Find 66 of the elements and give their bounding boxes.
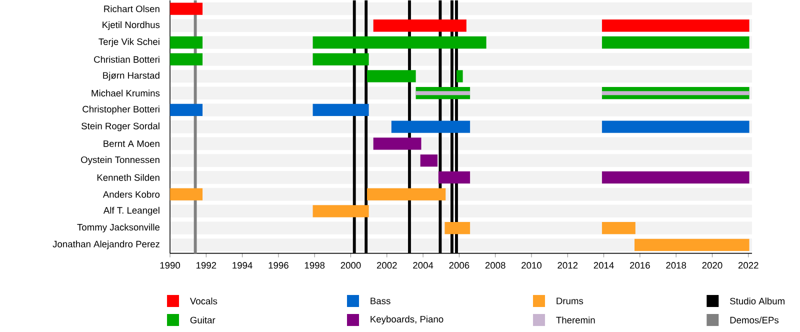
bar	[170, 188, 203, 200]
bar	[602, 36, 750, 49]
bar	[391, 120, 470, 133]
y-tick-label: Christian Botteri	[94, 56, 160, 63]
x-tick-label: 1998	[304, 262, 325, 269]
bar	[367, 188, 446, 200]
x-tick-label: 1994	[232, 262, 252, 269]
y-tick-label: Kenneth Silden	[97, 174, 160, 181]
x-tick-label: 2006	[449, 262, 470, 269]
bar	[312, 53, 369, 66]
y-tick-label: Richart Olsen	[104, 5, 160, 12]
bar	[602, 171, 750, 184]
x-tick-label: 2010	[522, 262, 542, 269]
y-tick-label: Kjetil Nordhus	[102, 21, 160, 30]
bar	[373, 138, 422, 150]
bar	[602, 222, 636, 234]
x-tick-label: 1992	[196, 262, 216, 269]
x-tick-label: 2018	[666, 262, 686, 269]
bar	[444, 222, 470, 234]
x-tick-label: 2000	[340, 262, 361, 269]
y-tick-label: Bjørn Harstad	[103, 72, 160, 81]
x-tick-label: 2016	[630, 262, 650, 269]
x-tick-label: 2002	[376, 262, 397, 269]
bar	[602, 20, 750, 32]
text: Studio Album	[730, 298, 784, 304]
x-tick-label: 2004	[413, 262, 434, 269]
bar	[312, 36, 486, 49]
y-tick-label: Stein Roger Sordal	[82, 122, 160, 132]
bar	[170, 2, 203, 15]
bar	[367, 70, 416, 82]
bar	[634, 238, 750, 251]
legend-label: Theremin	[556, 316, 595, 324]
y-tick-label: Bernt A Moen	[104, 140, 160, 147]
y-tick-label: Michael Krumins	[92, 90, 160, 97]
y-tick-label: Jonathan Alejandro Perez	[52, 240, 160, 250]
y-tick-label: Christopher Botteri	[82, 106, 160, 114]
bar	[312, 104, 369, 116]
y-tick-label: Oystein Tonnessen	[81, 156, 160, 165]
y-tick-label: Terje Vik Schei	[98, 38, 160, 47]
bar	[420, 154, 438, 167]
text: Demos/EPs	[730, 316, 779, 324]
y-tick-label: Tommy Jacksonville	[77, 224, 160, 232]
legend-label: Guitar	[190, 316, 216, 324]
x-tick-label: 2008	[485, 262, 506, 269]
x-tick-label: 1990	[160, 262, 180, 269]
bar	[312, 205, 369, 218]
legend-label: Bass	[370, 298, 390, 304]
legend-label: Keyboards, Piano	[370, 316, 444, 324]
bar	[602, 91, 750, 96]
bar	[373, 20, 466, 32]
x-tick-label: 2020	[702, 262, 722, 269]
bar	[170, 36, 203, 49]
bar	[456, 70, 463, 82]
legend-label: Drums	[556, 298, 584, 304]
x-tick-label: 1996	[268, 262, 288, 269]
bar	[416, 91, 470, 96]
x-tick-label: 2012	[558, 262, 578, 269]
y-tick-label: Alf T. Leangel	[103, 206, 160, 216]
legend-label: Vocals	[190, 298, 218, 304]
x-tick-label: 2022	[738, 262, 758, 269]
bar	[438, 171, 470, 184]
bar	[602, 120, 750, 133]
bar	[170, 53, 203, 66]
bar	[170, 104, 203, 116]
y-tick-label: Anders Kobro	[102, 190, 160, 198]
x-tick-label: 2014	[594, 262, 614, 269]
